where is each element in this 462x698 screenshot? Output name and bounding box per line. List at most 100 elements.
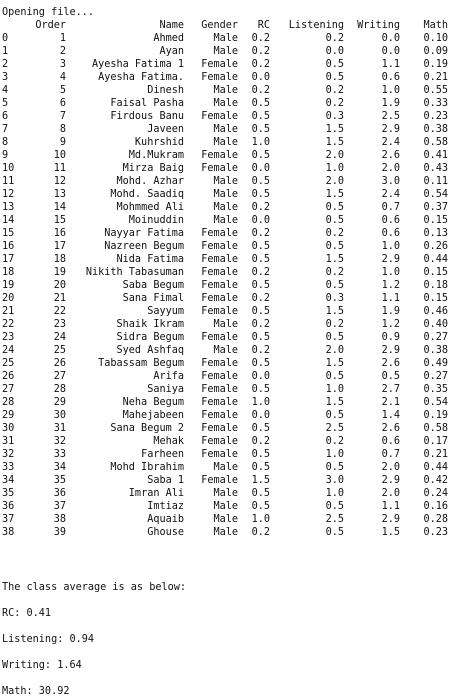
table-row: 31 32 Mehak Female 0.2 0.2 0.6 0.17 bbox=[2, 435, 448, 448]
table-row: 17 18 Nida Fatima Female 0.5 1.5 2.9 0.44 bbox=[2, 253, 448, 266]
writing-cell: 0.7 bbox=[381, 449, 400, 460]
row-index: 13 bbox=[2, 202, 15, 213]
table-row: 36 37 Imtiaz Male 0.5 0.5 1.1 0.16 bbox=[2, 500, 448, 513]
gender-cell: Female bbox=[201, 72, 238, 83]
writing-cell: 0.9 bbox=[381, 332, 400, 343]
writing-cell: 2.9 bbox=[381, 254, 400, 265]
gender-cell: Female bbox=[201, 332, 238, 343]
table-row: 7 8 Javeen Male 0.5 1.5 2.9 0.38 bbox=[2, 123, 448, 136]
console-output: Opening file... Order Name Gender RC Lis… bbox=[2, 6, 460, 698]
name-cell: Md.Mukram bbox=[128, 150, 184, 161]
name-cell: Kuhrshid bbox=[134, 137, 184, 148]
column-header-writing: Writing bbox=[357, 20, 400, 31]
gender-cell: Male bbox=[213, 488, 238, 499]
writing-cell: 2.9 bbox=[381, 345, 400, 356]
table-row: 15 16 Nayyar Fatima Female 0.2 0.2 0.6 0.13 bbox=[2, 227, 448, 240]
math-cell: 0.23 bbox=[423, 527, 448, 538]
writing-cell: 0.6 bbox=[381, 72, 400, 83]
table-row: 11 12 Mohd. Azhar Male 0.5 2.0 3.0 0.11 bbox=[2, 175, 448, 188]
name-cell: Saniya bbox=[147, 384, 184, 395]
listening-cell: 2.0 bbox=[325, 345, 344, 356]
listening-cell: 0.5 bbox=[325, 501, 344, 512]
math-cell: 0.54 bbox=[423, 397, 448, 408]
table-row: 34 35 Saba 1 Female 1.5 3.0 2.9 0.42 bbox=[2, 474, 448, 487]
listening-cell: 0.2 bbox=[325, 436, 344, 447]
gender-cell: Male bbox=[213, 501, 238, 512]
name-cell: Syed Ashfaq bbox=[116, 345, 184, 356]
gender-cell: Female bbox=[201, 150, 238, 161]
math-cell: 0.40 bbox=[423, 319, 448, 330]
math-cell: 0.19 bbox=[423, 410, 448, 421]
gender-cell: Male bbox=[213, 46, 238, 57]
writing-cell: 2.7 bbox=[381, 384, 400, 395]
name-cell: Sana Begum 2 bbox=[110, 423, 184, 434]
row-index: 8 bbox=[2, 137, 9, 148]
writing-cell: 1.0 bbox=[381, 267, 400, 278]
writing-cell: 1.2 bbox=[381, 319, 400, 330]
writing-cell: 1.9 bbox=[381, 98, 400, 109]
name-cell: Firdous Banu bbox=[110, 111, 184, 122]
row-index: 9 bbox=[2, 150, 9, 161]
listening-cell: 1.5 bbox=[325, 124, 344, 135]
row-index: 1 bbox=[2, 46, 9, 57]
row-index: 31 bbox=[2, 436, 15, 447]
rc-cell: 0.5 bbox=[251, 124, 270, 135]
gender-cell: Female bbox=[201, 358, 238, 369]
math-cell: 0.21 bbox=[423, 449, 448, 460]
order-cell: 17 bbox=[53, 241, 66, 252]
gender-cell: Female bbox=[201, 163, 238, 174]
column-header-name: Name bbox=[159, 20, 184, 31]
math-cell: 0.21 bbox=[423, 72, 448, 83]
order-cell: 23 bbox=[53, 319, 66, 330]
rc-cell: 0.5 bbox=[251, 280, 270, 291]
row-index: 32 bbox=[2, 449, 15, 460]
gender-cell: Male bbox=[213, 98, 238, 109]
table-row: 0 1 Ahmed Male 0.2 0.2 0.0 0.10 bbox=[2, 32, 448, 45]
order-cell: 21 bbox=[53, 293, 66, 304]
gender-cell: Female bbox=[201, 410, 238, 421]
name-cell: Ayesha Fatima. bbox=[98, 72, 184, 83]
order-cell: 13 bbox=[53, 189, 66, 200]
math-cell: 0.55 bbox=[423, 85, 448, 96]
rc-cell: 0.5 bbox=[251, 332, 270, 343]
math-cell: 0.44 bbox=[423, 254, 448, 265]
table-row: 5 6 Faisal Pasha Male 0.5 0.2 1.9 0.33 bbox=[2, 97, 448, 110]
rc-cell: 0.5 bbox=[251, 306, 270, 317]
table-row: 28 29 Neha Begum Female 1.0 1.5 2.1 0.54 bbox=[2, 396, 448, 409]
order-cell: 19 bbox=[53, 267, 66, 278]
order-cell: 10 bbox=[53, 150, 66, 161]
listening-cell: 2.0 bbox=[325, 150, 344, 161]
listening-cell: 2.0 bbox=[325, 176, 344, 187]
name-cell: Sayyum bbox=[147, 306, 184, 317]
math-cell: 0.37 bbox=[423, 202, 448, 213]
order-cell: 16 bbox=[53, 228, 66, 239]
rc-cell: 0.0 bbox=[251, 410, 270, 421]
gender-cell: Male bbox=[213, 527, 238, 538]
row-index: 34 bbox=[2, 475, 15, 486]
row-index: 26 bbox=[2, 371, 15, 382]
writing-cell: 2.9 bbox=[381, 475, 400, 486]
row-index: 37 bbox=[2, 514, 15, 525]
writing-cell: 1.5 bbox=[381, 527, 400, 538]
listening-cell: 0.5 bbox=[325, 280, 344, 291]
rc-cell: 0.2 bbox=[251, 33, 270, 44]
math-cell: 0.28 bbox=[423, 514, 448, 525]
table-row: 32 33 Farheen Female 0.5 1.0 0.7 0.21 bbox=[2, 448, 448, 461]
table-row: 24 25 Syed Ashfaq Male 0.2 2.0 2.9 0.38 bbox=[2, 344, 448, 357]
math-cell: 0.44 bbox=[423, 462, 448, 473]
rc-cell: 0.5 bbox=[251, 241, 270, 252]
row-index: 33 bbox=[2, 462, 15, 473]
listening-cell: 1.5 bbox=[325, 137, 344, 148]
rc-cell: 0.2 bbox=[251, 319, 270, 330]
math-cell: 0.43 bbox=[423, 163, 448, 174]
table-row: 8 9 Kuhrshid Male 1.0 1.5 2.4 0.58 bbox=[2, 136, 448, 149]
order-cell: 1 bbox=[59, 33, 66, 44]
writing-cell: 2.6 bbox=[381, 150, 400, 161]
listening-cell: 0.5 bbox=[325, 527, 344, 538]
order-cell: 18 bbox=[53, 254, 66, 265]
listening-cell: 0.5 bbox=[325, 215, 344, 226]
writing-cell: 1.0 bbox=[381, 85, 400, 96]
listening-cell: 0.5 bbox=[325, 241, 344, 252]
name-cell: Javeen bbox=[147, 124, 184, 135]
order-cell: 34 bbox=[53, 462, 66, 473]
